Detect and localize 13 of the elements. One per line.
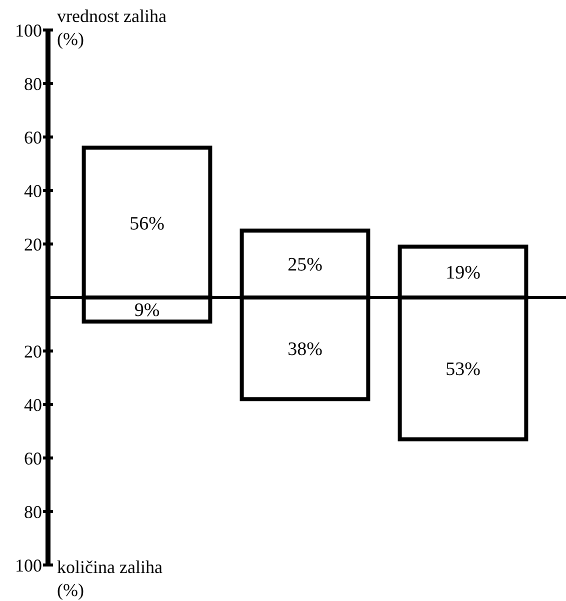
data-label: 56% xyxy=(130,213,165,234)
annotation: vrednost zaliha (%) xyxy=(57,6,166,49)
y-tick-label: 20 xyxy=(24,234,42,254)
y-tick-label: 60 xyxy=(24,127,42,148)
data-label: 38% xyxy=(288,338,323,360)
data-label: 19% xyxy=(446,262,481,284)
y-tick-label: 40 xyxy=(24,180,42,201)
annotation: količina zaliha (%) xyxy=(57,557,162,600)
data-label: 53% xyxy=(446,359,481,380)
data-label: 9% xyxy=(134,300,160,322)
y-tick-label: 80 xyxy=(24,74,42,94)
y-tick-label: 100 xyxy=(15,20,42,40)
data-label: 25% xyxy=(288,254,323,276)
